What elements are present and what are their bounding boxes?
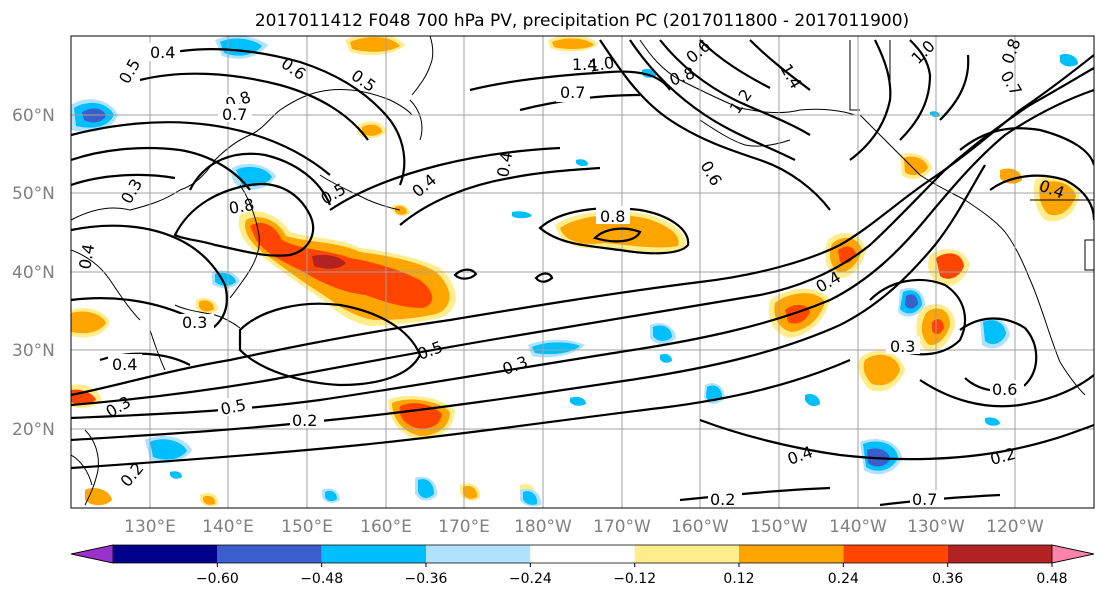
lon-label: 180°W	[514, 517, 572, 537]
colorbar-cell	[843, 545, 948, 563]
colorbar-cell	[947, 545, 1052, 563]
lon-label: 150°E	[281, 517, 333, 537]
colorbar-tick-label: 0.24	[828, 571, 859, 587]
colorbar-outline	[70, 544, 1095, 564]
contour-label: 0.2	[292, 411, 317, 430]
map-frame	[70, 35, 1095, 509]
colorbar-cell	[739, 545, 844, 563]
colorbar-tick-label: −0.36	[405, 571, 448, 587]
contour-label: 0.3	[890, 337, 915, 356]
lat-label: 40°N	[12, 263, 55, 283]
map-panel: 0.4 0.5 0.6 0.5 0.8 0.7 0.7 1.0 1.4 0.6 …	[71, 36, 1094, 509]
lon-label: 120°W	[986, 517, 1044, 537]
colorbar: −0.60 −0.48 −0.36 −0.24 −0.12 0.12 0.24 0.36 0.4…	[70, 544, 1095, 587]
colorbar-tick-label: −0.24	[509, 571, 552, 587]
lat-label: 50°N	[12, 184, 55, 204]
contour-label: 1.4	[572, 55, 597, 74]
lon-label: 130°W	[907, 517, 965, 537]
colorbar-tick-label: 0.48	[1036, 571, 1067, 587]
lat-label: 30°N	[12, 341, 55, 361]
colorbar-cell	[217, 545, 322, 563]
lon-label: 130°E	[124, 517, 176, 537]
lon-label: 160°W	[671, 517, 729, 537]
lon-label: 160°E	[360, 517, 412, 537]
colorbar-cell	[634, 545, 739, 563]
colorbar-ticks: −0.60 −0.48 −0.36 −0.24 −0.12 0.12 0.24 0.36 0.4…	[196, 563, 1068, 587]
longitude-labels: 130°E 140°E 150°E 160°E 170°E 180°W 170°…	[124, 517, 1044, 537]
lat-label: 60°N	[12, 106, 55, 126]
contour-label: 0.3	[182, 313, 207, 332]
plot-title: 2017011412 F048 700 hPa PV, precipitatio…	[255, 11, 909, 31]
pv-contours	[71, 39, 1094, 507]
colorbar-tick-label: −0.60	[196, 571, 239, 587]
lon-label: 150°W	[750, 517, 808, 537]
contour-label: 0.8	[227, 195, 255, 218]
contour-label: 0.8	[600, 207, 625, 226]
coastlines	[71, 36, 1094, 506]
contour-label: 0.7	[222, 105, 247, 124]
colorbar-cells	[70, 544, 1095, 564]
lon-label: 170°W	[593, 517, 651, 537]
latitude-labels: 60°N 50°N 40°N 30°N 20°N	[12, 106, 55, 440]
lon-label: 140°W	[829, 517, 887, 537]
contour-label: 0.2	[710, 490, 735, 509]
contour-label: 0.4	[112, 355, 137, 374]
lat-label: 20°N	[12, 420, 55, 440]
colorbar-cell	[321, 545, 426, 563]
contour-label: 0.6	[992, 380, 1017, 399]
colorbar-extend-min	[70, 544, 114, 564]
contour-label: 0.7	[560, 83, 585, 102]
colorbar-tick-label: −0.12	[613, 571, 656, 587]
contour-label: 0.4	[150, 43, 175, 62]
contour-label: 1.0	[587, 53, 615, 76]
contour-label: 0.5	[219, 395, 248, 419]
colorbar-tick-label: 0.36	[932, 571, 963, 587]
contour-label: 0.4	[75, 242, 98, 270]
contour-label: 0.4	[493, 150, 516, 178]
colorbar-cell	[426, 545, 531, 563]
contour-label: 0.7	[912, 490, 937, 509]
colorbar-cell	[530, 545, 635, 563]
lon-label: 140°E	[202, 517, 254, 537]
colorbar-tick-label: −0.48	[300, 571, 343, 587]
colorbar-cell	[113, 545, 218, 563]
colorbar-extend-max	[1051, 544, 1095, 564]
lon-label: 170°E	[438, 517, 490, 537]
colorbar-tick-label: 0.12	[723, 571, 754, 587]
